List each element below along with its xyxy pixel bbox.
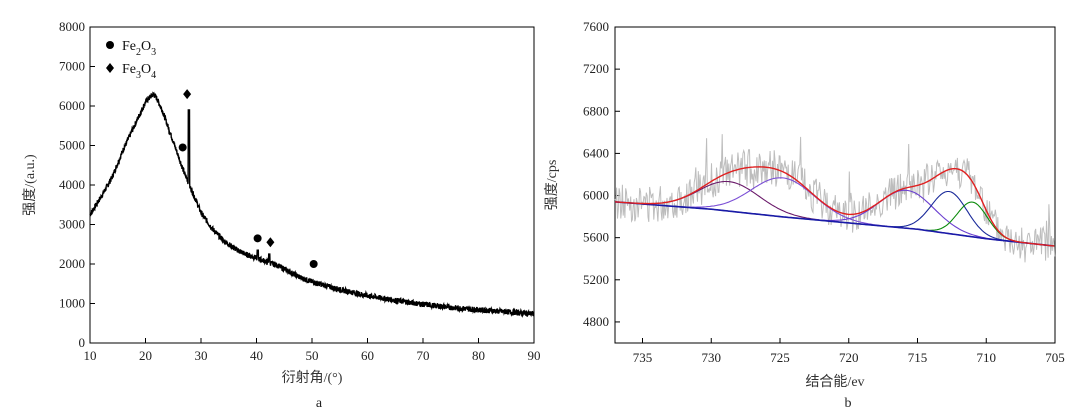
legend-entry-label: Fe3O4 <box>122 62 156 81</box>
chart-a-panel-label: a <box>316 396 323 411</box>
chart-b-y-tick-label: 6800 <box>583 103 609 118</box>
chart-b-y-tick-label: 7200 <box>583 61 609 76</box>
chart-a-ticks: 10 20 30 40 50 60 70 80 90 0 1000 2000 3000 4000 5000 6… <box>59 19 541 363</box>
chart-a-frame <box>89 26 535 344</box>
chart-a-y-tick-label: 0 <box>79 335 86 350</box>
legend-circle-icon <box>106 41 114 49</box>
chart-b-fit-envelope <box>614 166 1055 247</box>
chart-a-x-tick-label: 80 <box>472 348 485 363</box>
chart-b-ticks: 735 730 725 720 715 710 705 4800 5200 5600 6000 640… <box>583 19 1065 365</box>
chart-b-y-tick-label: 7600 <box>583 19 609 34</box>
chart-a-y-tick-label: 4000 <box>59 177 85 192</box>
chart-a-y-tick-label: 7000 <box>59 59 85 74</box>
legend-entry-label: Fe2O3 <box>122 39 156 58</box>
chart-a-peak-markers <box>178 89 318 268</box>
chart-b-x-tick-label: 715 <box>908 350 928 365</box>
chart-a-x-tick-label: 30 <box>195 348 208 363</box>
chart-b-frame <box>614 26 1056 344</box>
chart-b-x-tick-label: 705 <box>1045 350 1065 365</box>
chart-b-y-tick-label: 4800 <box>583 314 609 329</box>
chart-b-y-tick-label: 5200 <box>583 272 609 287</box>
chart-b-x-tick-label: 735 <box>633 350 653 365</box>
chart-b-background-line <box>614 201 1053 247</box>
fe2o3-marker <box>178 143 187 152</box>
chart-b-y-tick-label: 6400 <box>583 145 609 160</box>
chart-a: 10 20 30 40 50 60 70 80 90 0 1000 2000 3000 4000 5000 6… <box>22 19 541 411</box>
chart-b-y-axis-label: 强度/cps <box>544 160 560 211</box>
chart-a-x-tick-label: 10 <box>84 348 97 363</box>
chart-a-y-tick-label: 8000 <box>59 19 85 34</box>
chart-a-x-tick-label: 90 <box>528 348 541 363</box>
fe3o4-marker <box>183 89 192 100</box>
fe2o3-marker <box>253 234 262 243</box>
chart-a-x-tick-label: 50 <box>306 348 319 363</box>
chart-a-y-axis-label: 强度/(a.u.) <box>22 154 38 216</box>
chart-a-y-tick-label: 5000 <box>59 138 85 153</box>
chart-a-x-tick-label: 20 <box>139 348 152 363</box>
chart-a-xrd-line <box>89 91 535 318</box>
chart-a-x-tick-label: 70 <box>417 348 430 363</box>
chart-b-y-tick-label: 5600 <box>583 230 609 245</box>
chart-a-x-tick-label: 60 <box>361 348 374 363</box>
chart-b-y-tick-label: 6000 <box>583 188 609 203</box>
chart-a-y-tick-label: 3000 <box>59 217 85 232</box>
chart-b-x-tick-label: 730 <box>702 350 722 365</box>
chart-a-legend: Fe2O3 Fe3O4 <box>106 39 156 81</box>
chart-b-fit-components <box>614 177 1055 247</box>
fe3o4-marker <box>266 237 275 248</box>
chart-b-x-tick-label: 725 <box>770 350 790 365</box>
chart-a-y-tick-label: 1000 <box>59 296 85 311</box>
legend-diamond-icon <box>106 63 114 73</box>
chart-b-x-axis-label: 结合能/ev <box>805 374 864 390</box>
chart-b-x-tick-label: 720 <box>839 350 859 365</box>
chart-a-x-tick-label: 40 <box>250 348 263 363</box>
chart-a-y-tick-label: 6000 <box>59 98 85 113</box>
chart-b-x-tick-label: 710 <box>977 350 997 365</box>
chart-b: 735 730 725 720 715 710 705 4800 5200 5600 6000 640… <box>544 19 1065 411</box>
fe2o3-marker <box>309 260 318 268</box>
chart-a-y-tick-label: 2000 <box>59 256 85 271</box>
chart-b-panel-label: b <box>845 396 852 411</box>
chart-a-x-axis-label: 衍射角/(°) <box>282 370 343 386</box>
